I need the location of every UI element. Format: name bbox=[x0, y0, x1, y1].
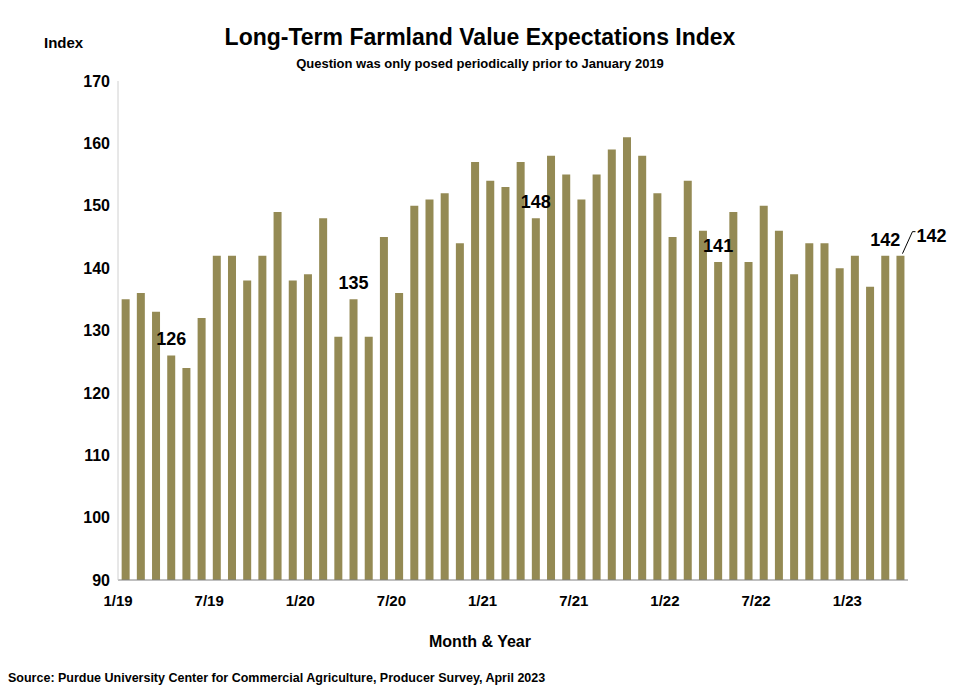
svg-text:1/19: 1/19 bbox=[103, 592, 132, 609]
svg-text:170: 170 bbox=[83, 73, 110, 90]
svg-text:7/22: 7/22 bbox=[741, 592, 770, 609]
html-text:Question was only posed period: Question was only posed periodically pri… bbox=[296, 56, 664, 71]
svg-text:110: 110 bbox=[84, 447, 110, 464]
svg-text:140: 140 bbox=[83, 260, 110, 277]
svg-text:7/21: 7/21 bbox=[559, 592, 588, 609]
svg-text:1/23: 1/23 bbox=[833, 592, 862, 609]
svg-text:150: 150 bbox=[83, 197, 110, 214]
svg-text:126: 126 bbox=[156, 329, 186, 349]
html-text:Month & Year: Month & Year bbox=[429, 633, 531, 650]
svg-text:120: 120 bbox=[83, 385, 110, 402]
svg-text:7/19: 7/19 bbox=[195, 592, 224, 609]
svg-text:1/20: 1/20 bbox=[286, 592, 315, 609]
svg-text:142: 142 bbox=[870, 230, 900, 250]
svg-text:141: 141 bbox=[703, 236, 733, 256]
svg-text:7/20: 7/20 bbox=[377, 592, 406, 609]
svg-text:148: 148 bbox=[521, 192, 551, 212]
svg-text:1/21: 1/21 bbox=[468, 592, 497, 609]
svg-text:100: 100 bbox=[83, 509, 110, 526]
svg-text:90: 90 bbox=[92, 572, 110, 589]
svg-text:135: 135 bbox=[339, 273, 369, 293]
html-text:Source: Purdue University Cent: Source: Purdue University Center for Com… bbox=[8, 671, 546, 685]
svg-text:160: 160 bbox=[83, 135, 110, 152]
svg-text:142: 142 bbox=[916, 226, 946, 246]
html-text:Index: Index bbox=[44, 34, 84, 51]
svg-text:1/22: 1/22 bbox=[650, 592, 679, 609]
html-text:Long-Term Farmland Value Expec: Long-Term Farmland Value Expectations In… bbox=[224, 24, 736, 50]
svg-text:130: 130 bbox=[83, 322, 110, 339]
